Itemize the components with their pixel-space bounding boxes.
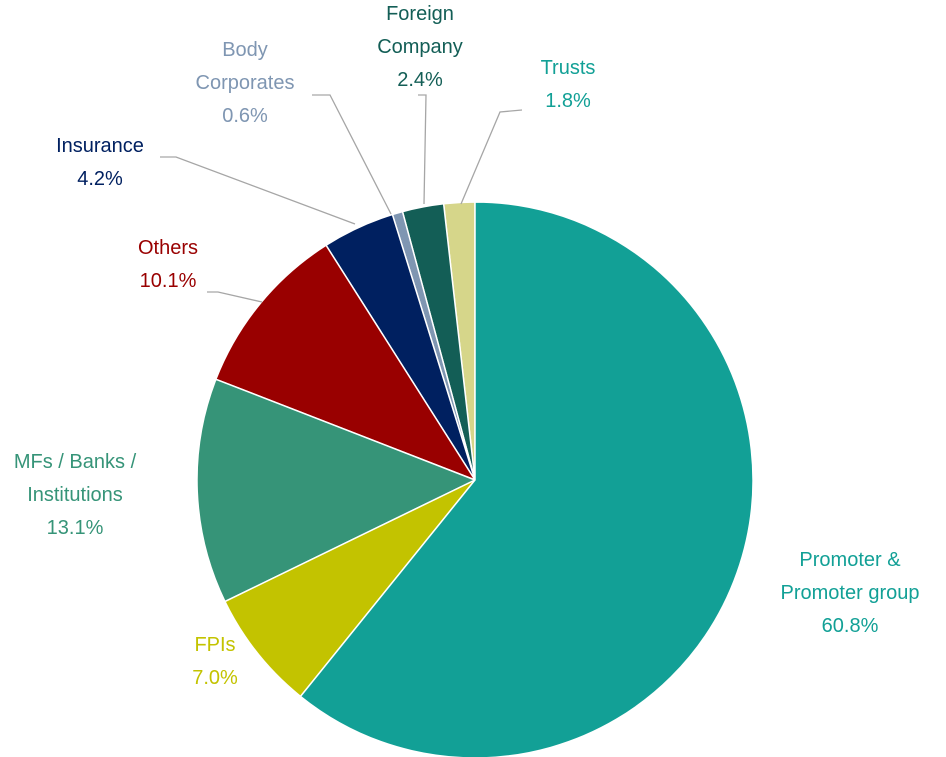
leader-line [207, 291, 263, 303]
value-label: 1.8% [545, 90, 591, 112]
slice-label: Others 10.1% [108, 232, 228, 298]
pie-slice [196, 378, 477, 603]
category-label: Trusts [540, 57, 596, 79]
value-label: 10.1% [139, 270, 197, 292]
value-label: 7.0% [192, 667, 238, 689]
slice-label: Foreign Company 2.4% [360, 0, 480, 97]
category-label: Insurance [56, 135, 144, 157]
category-label: Others [137, 237, 199, 259]
category-label: Foreign Company [377, 3, 463, 58]
leader-line [418, 94, 427, 205]
leader-line [160, 156, 356, 225]
value-label: 2.4% [397, 69, 443, 91]
value-label: 13.1% [46, 517, 104, 539]
pie-slice [214, 244, 477, 482]
leader-line [460, 109, 523, 205]
slice-label: MFs / Banks / Institutions 13.1% [0, 446, 150, 545]
value-label: 0.6% [222, 105, 268, 127]
pie-slice [299, 201, 754, 757]
slice-label: Trusts 1.8% [508, 52, 628, 118]
category-label: Promoter & Promoter group [780, 549, 920, 604]
pie-slice [223, 479, 476, 698]
value-label: 60.8% [821, 615, 879, 637]
value-label: 4.2% [77, 168, 123, 190]
slice-label: Promoter & Promoter group 60.8% [760, 544, 940, 643]
category-label: FPIs [194, 634, 236, 656]
slice-label: Insurance 4.2% [40, 130, 160, 196]
slice-label: Body Corporates 0.6% [185, 34, 305, 133]
slice-label: FPIs 7.0% [155, 629, 275, 695]
leader-line [312, 94, 392, 215]
category-label: MFs / Banks / Institutions [13, 451, 137, 506]
category-label: Body Corporates [195, 39, 295, 94]
